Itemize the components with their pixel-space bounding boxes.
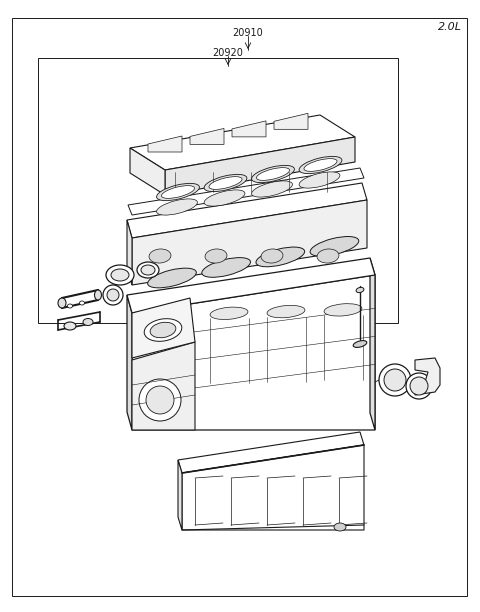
Ellipse shape (310, 236, 359, 256)
Bar (38, 58, 398, 323)
Text: 20910: 20910 (233, 28, 264, 38)
Ellipse shape (202, 258, 251, 277)
Ellipse shape (256, 168, 289, 181)
Ellipse shape (141, 265, 155, 275)
Ellipse shape (267, 305, 305, 318)
Ellipse shape (204, 190, 245, 206)
Ellipse shape (144, 319, 182, 341)
Ellipse shape (410, 377, 428, 395)
Polygon shape (182, 445, 364, 530)
Ellipse shape (324, 304, 362, 316)
Ellipse shape (111, 269, 129, 281)
Ellipse shape (210, 307, 248, 319)
Ellipse shape (156, 199, 197, 215)
Polygon shape (127, 220, 132, 285)
Polygon shape (190, 129, 224, 144)
Ellipse shape (58, 298, 66, 308)
Polygon shape (127, 295, 132, 430)
Ellipse shape (153, 309, 191, 321)
Polygon shape (128, 168, 364, 215)
Polygon shape (127, 258, 375, 313)
Polygon shape (127, 183, 367, 238)
Ellipse shape (107, 289, 119, 301)
Ellipse shape (379, 364, 411, 396)
Ellipse shape (83, 318, 93, 326)
Ellipse shape (204, 174, 247, 192)
Ellipse shape (149, 249, 171, 263)
Polygon shape (274, 113, 308, 129)
Ellipse shape (299, 157, 342, 174)
Polygon shape (415, 358, 440, 395)
Ellipse shape (353, 341, 367, 348)
Ellipse shape (150, 323, 176, 338)
Ellipse shape (146, 386, 174, 414)
Ellipse shape (139, 379, 181, 421)
Ellipse shape (205, 249, 227, 263)
Polygon shape (165, 137, 355, 195)
Polygon shape (132, 342, 195, 430)
Ellipse shape (252, 181, 292, 197)
Ellipse shape (406, 373, 432, 399)
Ellipse shape (148, 268, 196, 288)
Ellipse shape (161, 185, 194, 198)
Ellipse shape (209, 177, 242, 189)
Ellipse shape (156, 184, 199, 201)
Text: 2.0L: 2.0L (438, 22, 462, 32)
Polygon shape (130, 148, 165, 195)
Ellipse shape (103, 285, 123, 305)
Ellipse shape (256, 247, 305, 267)
Ellipse shape (384, 369, 406, 391)
Ellipse shape (261, 249, 283, 263)
Ellipse shape (80, 301, 84, 305)
Polygon shape (130, 115, 355, 170)
Polygon shape (132, 200, 367, 285)
Ellipse shape (356, 288, 364, 293)
Ellipse shape (299, 172, 340, 188)
Ellipse shape (304, 159, 337, 171)
Ellipse shape (317, 249, 339, 263)
Ellipse shape (68, 304, 72, 308)
Ellipse shape (137, 262, 159, 278)
Ellipse shape (95, 290, 101, 300)
Ellipse shape (106, 265, 134, 285)
Polygon shape (178, 432, 364, 473)
Polygon shape (148, 136, 182, 152)
Polygon shape (132, 275, 375, 430)
Polygon shape (370, 258, 375, 430)
Ellipse shape (252, 165, 294, 182)
Ellipse shape (334, 523, 346, 531)
Polygon shape (178, 460, 182, 530)
Polygon shape (132, 298, 195, 358)
Text: 20920: 20920 (213, 48, 243, 58)
Ellipse shape (64, 322, 76, 330)
Polygon shape (232, 121, 266, 137)
